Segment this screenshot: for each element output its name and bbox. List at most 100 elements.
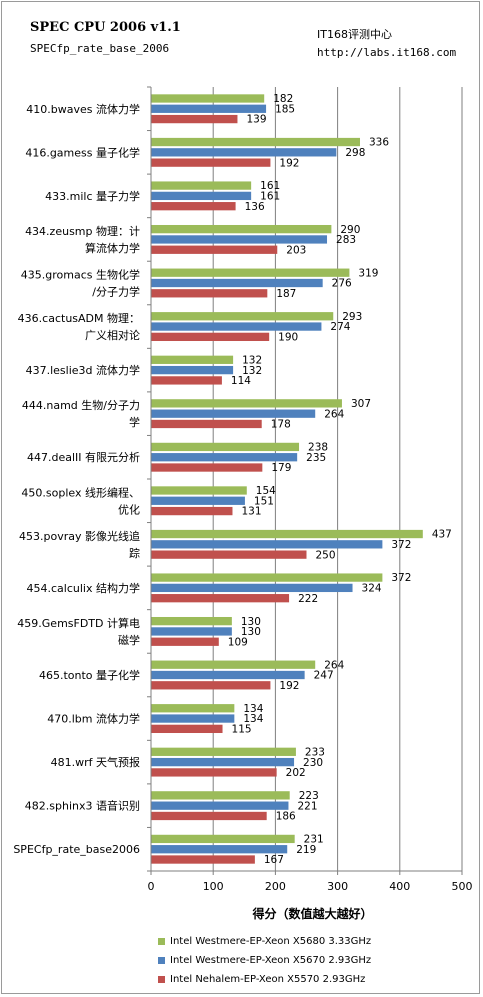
bar [151, 486, 247, 495]
bar [151, 181, 252, 190]
data-label: 293 [342, 311, 362, 323]
data-label: 178 [271, 419, 291, 431]
bar [151, 681, 271, 690]
data-label: 231 [304, 834, 324, 846]
data-label: 319 [358, 267, 378, 279]
x-tick-label: 500 [452, 880, 473, 893]
category-label: 436.cactusADM 物理： [18, 311, 140, 325]
data-label: 154 [256, 485, 276, 497]
data-label: 372 [391, 572, 411, 584]
data-label: 134 [243, 703, 263, 715]
x-tick-label: 100 [203, 880, 224, 893]
bar [151, 409, 316, 418]
category-label: 优化 [118, 502, 140, 516]
bar [151, 332, 270, 342]
data-label: 185 [275, 103, 295, 115]
bar [151, 550, 307, 559]
data-label: 192 [279, 157, 299, 169]
bar [151, 202, 236, 211]
bar [151, 845, 288, 854]
data-label: 187 [276, 288, 296, 300]
bar [151, 312, 334, 321]
category-label: 459.GemsFDTD 计算电 [17, 616, 140, 630]
category-label: 447.dealII 有限元分析 [27, 450, 140, 464]
data-label: 179 [271, 462, 291, 474]
data-label: 192 [279, 680, 299, 692]
data-label: 233 [305, 746, 325, 758]
bar [151, 670, 305, 680]
bar [151, 355, 234, 364]
data-label: 276 [332, 278, 352, 290]
bar [151, 811, 267, 821]
category-label: 435.gromacs 生物化学 [21, 268, 140, 282]
data-label: 109 [228, 636, 248, 648]
data-label: 250 [316, 549, 336, 561]
bar [151, 768, 277, 777]
category-label: 453.povray 影像光线追 [19, 529, 140, 543]
bar [151, 834, 295, 844]
bar [151, 801, 289, 810]
bar [151, 791, 290, 800]
category-label: 450.soplex 线形编程、 [21, 485, 140, 499]
data-label: 151 [254, 495, 274, 507]
data-label: 290 [340, 224, 360, 236]
bar [151, 268, 350, 277]
data-label: 136 [245, 201, 265, 213]
bar [151, 322, 322, 331]
legend-swatch [158, 975, 165, 983]
category-label: 433.milc 量子力学 [45, 189, 140, 203]
bar [151, 289, 268, 298]
data-label: 223 [299, 790, 319, 802]
data-label: 230 [303, 757, 323, 769]
category-label: 广义相对论 [85, 328, 140, 342]
legend-label: Intel Westmere-EP-Xeon X5670 2.93GHz [170, 954, 372, 966]
bar [151, 616, 232, 626]
bar [151, 529, 423, 539]
data-label: 222 [298, 593, 318, 605]
bar [151, 660, 316, 669]
bar [151, 637, 219, 646]
data-label: 131 [241, 506, 261, 518]
bar [151, 855, 255, 864]
bar [151, 94, 265, 103]
category-label: SPECfp_rate_base2006 [13, 843, 140, 856]
category-label: 磁学 [118, 633, 140, 647]
legend-swatch [158, 937, 165, 945]
bar [151, 224, 332, 234]
legend-label: Intel Nehalem-EP-Xeon X5570 2.93GHz [170, 973, 366, 985]
data-label: 324 [362, 583, 382, 595]
category-label: 470.lbm 流体力学 [47, 712, 140, 726]
category-label: 434.zeusmp 物理：计 [25, 224, 140, 238]
category-label: 410.bwaves 流体力学 [26, 102, 140, 116]
data-label: 247 [314, 670, 334, 682]
bar [151, 235, 328, 244]
category-label: 454.calculix 结构力学 [27, 581, 140, 595]
x-tick-label: 300 [327, 880, 348, 893]
category-label: 444.namd 生物/分子力 [22, 398, 140, 412]
bar [151, 704, 235, 713]
category-label: 学 [129, 415, 140, 429]
bar [151, 583, 353, 593]
data-label: 307 [351, 398, 371, 410]
bar [151, 573, 383, 582]
bar [151, 148, 337, 157]
legend-swatch [158, 956, 165, 964]
category-label: /分子力学 [92, 285, 140, 299]
data-label: 203 [286, 244, 306, 256]
data-label: 264 [324, 659, 344, 671]
data-label: 219 [296, 844, 316, 856]
data-label: 115 [232, 724, 252, 736]
bar [151, 365, 234, 375]
bar [151, 747, 296, 756]
category-label: 465.tonto 量子化学 [39, 668, 140, 682]
bar [151, 137, 360, 147]
category-label: 437.leslie3d 流体力学 [26, 363, 140, 377]
data-label: 132 [242, 354, 262, 366]
data-label: 235 [306, 452, 326, 464]
data-label: 202 [286, 767, 306, 779]
bar [151, 278, 323, 288]
data-label: 283 [336, 234, 356, 246]
bar [151, 594, 290, 603]
bar [151, 191, 252, 201]
data-label: 372 [391, 539, 411, 551]
